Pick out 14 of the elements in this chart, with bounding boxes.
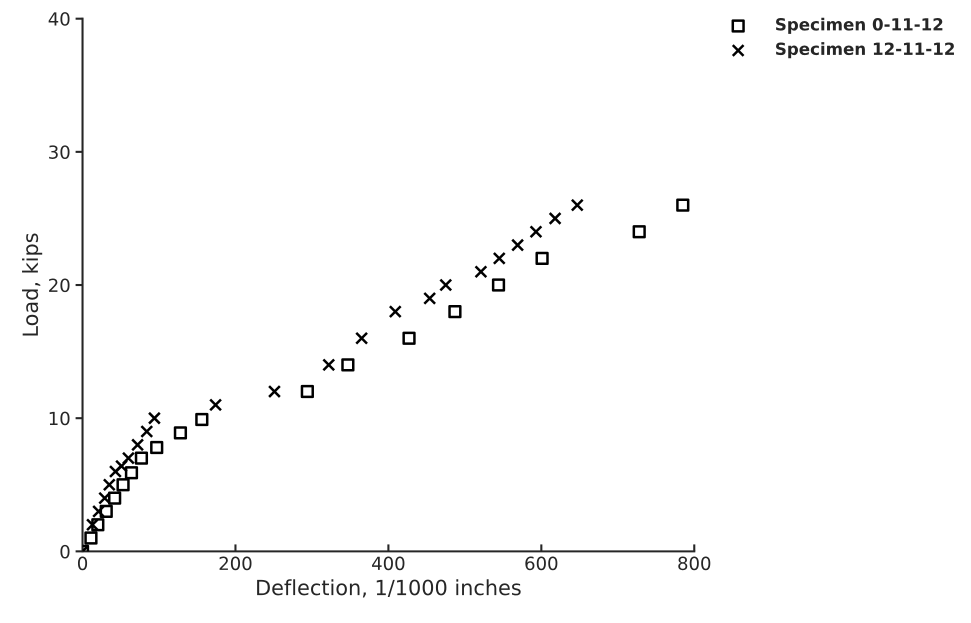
x-tick-label: 400 [372, 556, 404, 570]
x-tick-label: 800 [678, 556, 710, 570]
x-tick-label: 200 [220, 556, 252, 570]
y-axis-title: Load, kips [22, 233, 42, 336]
x-tick-label: 600 [525, 556, 558, 570]
legend-label: Specimen 12-11-12 [776, 42, 954, 58]
legend-label: Specimen 0-11-12 [776, 18, 942, 34]
y-tick-label: 40 [48, 12, 70, 26]
y-tick-label: 20 [49, 278, 70, 292]
y-tick-label: 10 [50, 412, 70, 426]
x-axis-title: Deflection, 1/1000 inches [257, 579, 521, 598]
y-tick-label: 0 [60, 544, 70, 558]
x-tick-label: 0 [78, 556, 88, 570]
y-tick-label: 30 [49, 145, 70, 159]
